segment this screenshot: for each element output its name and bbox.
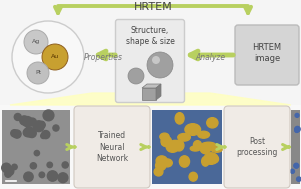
Circle shape [30, 163, 36, 169]
Ellipse shape [190, 146, 200, 151]
Circle shape [23, 128, 32, 137]
Bar [142, 88, 156, 100]
Circle shape [28, 129, 36, 138]
Circle shape [295, 126, 300, 132]
Ellipse shape [207, 118, 218, 128]
Circle shape [62, 162, 68, 168]
Ellipse shape [178, 133, 190, 141]
Circle shape [40, 122, 45, 128]
Ellipse shape [160, 133, 169, 140]
Bar [291, 110, 300, 184]
Circle shape [152, 56, 160, 64]
Circle shape [39, 172, 45, 178]
FancyBboxPatch shape [235, 25, 299, 85]
Circle shape [42, 44, 68, 70]
Text: Analyze: Analyze [195, 53, 225, 63]
FancyBboxPatch shape [116, 19, 185, 102]
Circle shape [5, 167, 14, 175]
Ellipse shape [189, 172, 197, 181]
Circle shape [128, 68, 144, 84]
Ellipse shape [162, 141, 177, 146]
Circle shape [47, 162, 52, 168]
Text: Post
processing: Post processing [236, 137, 278, 157]
Bar [2, 110, 70, 184]
Polygon shape [156, 84, 161, 100]
Bar [0, 0, 301, 105]
Text: HRTEM
image: HRTEM image [253, 43, 281, 63]
Circle shape [295, 113, 299, 117]
Circle shape [34, 150, 39, 156]
Polygon shape [10, 93, 291, 105]
Bar [152, 110, 222, 184]
Ellipse shape [175, 113, 184, 124]
Text: Pt: Pt [35, 70, 41, 75]
FancyBboxPatch shape [74, 106, 150, 188]
Ellipse shape [166, 142, 179, 152]
Circle shape [11, 130, 18, 137]
Circle shape [53, 125, 59, 131]
Circle shape [14, 114, 21, 120]
Circle shape [58, 173, 68, 183]
Circle shape [27, 62, 49, 84]
Circle shape [33, 121, 44, 132]
Circle shape [296, 177, 301, 181]
Ellipse shape [212, 156, 219, 163]
Ellipse shape [169, 140, 182, 149]
Circle shape [12, 164, 17, 170]
Circle shape [290, 169, 294, 173]
Polygon shape [142, 84, 161, 88]
Text: Structure,
shape & size: Structure, shape & size [126, 26, 175, 46]
Ellipse shape [211, 147, 222, 152]
Bar [0, 105, 301, 189]
Ellipse shape [154, 168, 163, 176]
Circle shape [47, 171, 58, 181]
Ellipse shape [179, 156, 190, 167]
Text: Properties: Properties [83, 53, 123, 63]
Ellipse shape [194, 141, 201, 149]
Ellipse shape [201, 142, 216, 148]
Circle shape [24, 30, 48, 54]
FancyBboxPatch shape [224, 106, 290, 188]
Ellipse shape [198, 131, 209, 138]
Ellipse shape [174, 140, 184, 151]
Text: HRTEM: HRTEM [134, 2, 172, 12]
Circle shape [41, 133, 46, 139]
Circle shape [12, 21, 84, 93]
Circle shape [5, 171, 11, 177]
Circle shape [42, 131, 50, 139]
Ellipse shape [156, 156, 167, 166]
Circle shape [24, 172, 33, 181]
Ellipse shape [161, 136, 172, 147]
Circle shape [20, 116, 29, 125]
Circle shape [24, 127, 34, 137]
Ellipse shape [185, 124, 200, 135]
Circle shape [295, 128, 299, 132]
Ellipse shape [156, 160, 166, 170]
Circle shape [22, 117, 33, 127]
Ellipse shape [162, 159, 172, 167]
Text: Au: Au [51, 54, 59, 60]
Circle shape [28, 118, 36, 126]
Ellipse shape [202, 156, 209, 166]
Text: Ag: Ag [32, 40, 40, 44]
Ellipse shape [200, 143, 211, 154]
Circle shape [39, 121, 45, 127]
Ellipse shape [204, 153, 218, 164]
Circle shape [294, 163, 299, 168]
Circle shape [13, 130, 21, 138]
Circle shape [43, 110, 54, 121]
Text: Trained
Neural
Network: Trained Neural Network [96, 131, 128, 163]
Circle shape [2, 163, 11, 172]
Circle shape [147, 52, 173, 78]
